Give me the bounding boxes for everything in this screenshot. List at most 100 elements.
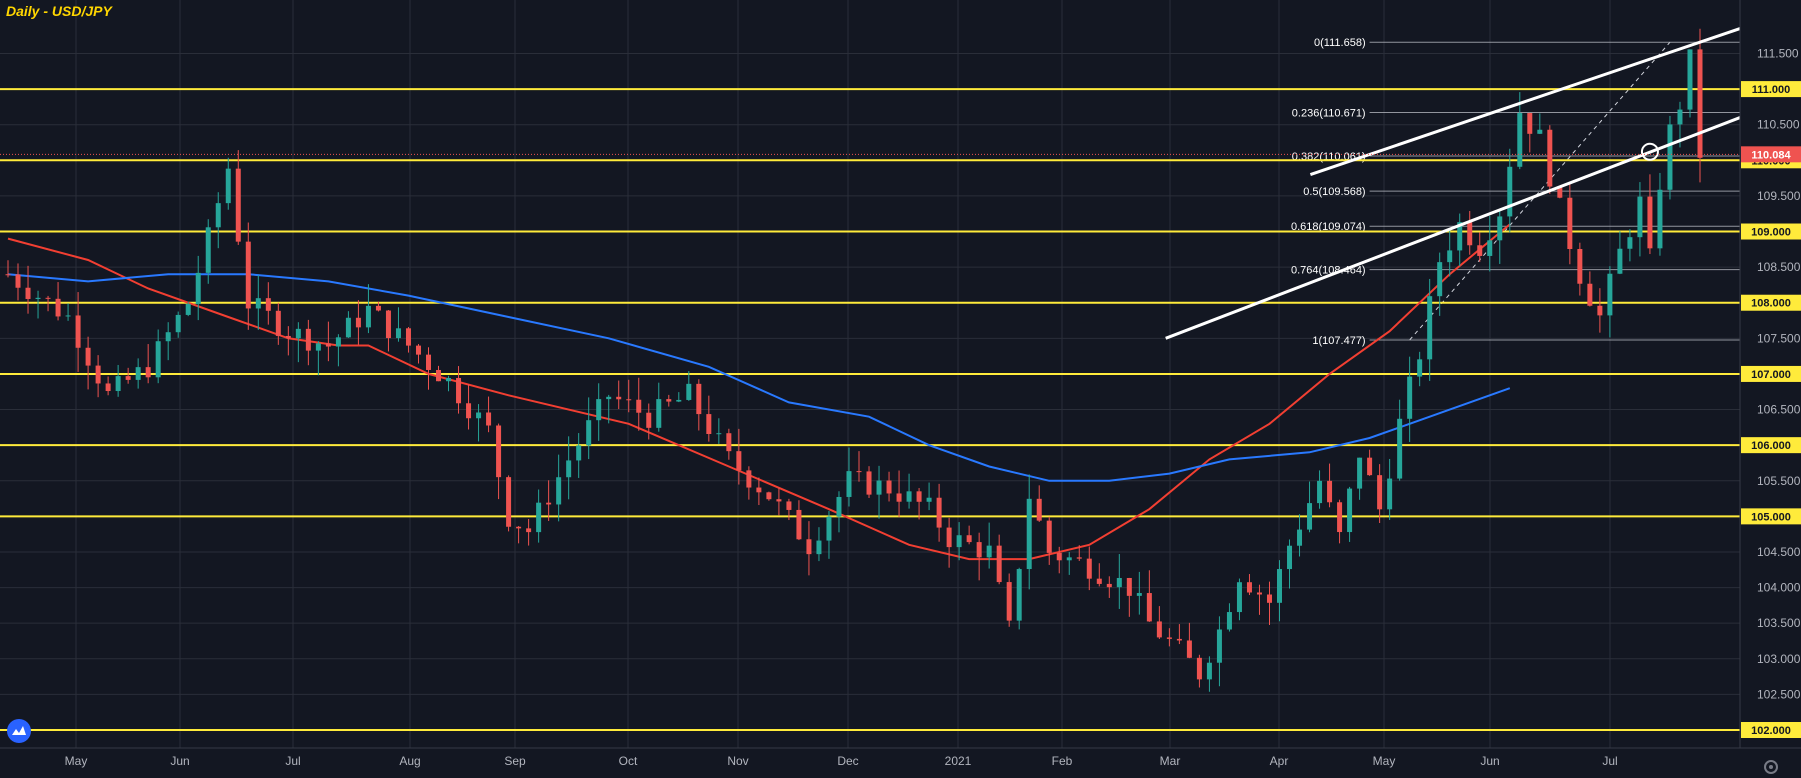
- candle-body: [205, 227, 211, 273]
- candle-body: [496, 425, 502, 478]
- candle: [1637, 182, 1643, 257]
- chart-title: Daily - USD/JPY: [6, 3, 113, 19]
- candle: [175, 311, 181, 338]
- candle-body: [1327, 480, 1333, 503]
- candle: [456, 366, 462, 414]
- candle: [486, 396, 492, 433]
- candle: [796, 500, 802, 541]
- candle-body: [1116, 577, 1122, 588]
- x-tick-label: Jul: [285, 754, 300, 768]
- candle: [686, 371, 692, 401]
- candle: [926, 482, 932, 511]
- candle: [1096, 563, 1102, 587]
- candle-body: [325, 343, 331, 347]
- x-tick-label: Oct: [619, 754, 638, 768]
- candle: [1297, 514, 1303, 557]
- candle: [235, 150, 241, 245]
- candle: [355, 300, 361, 345]
- candle: [816, 527, 822, 562]
- candle: [466, 384, 472, 430]
- candle-body: [546, 502, 552, 505]
- candle-body: [1507, 166, 1513, 217]
- y-tick-label: 107.500: [1757, 331, 1801, 345]
- candle: [115, 364, 121, 397]
- x-tick-label: Nov: [727, 754, 748, 768]
- candle: [285, 326, 291, 356]
- candle-body: [566, 460, 572, 478]
- y-tick-label: 106.500: [1757, 403, 1801, 417]
- candle-body: [235, 168, 241, 242]
- candle-body: [756, 487, 762, 493]
- x-tick-label: Jun: [1480, 754, 1499, 768]
- candle-body: [796, 509, 802, 540]
- candle-body: [85, 347, 91, 366]
- candle-body: [436, 369, 442, 382]
- candle-body: [766, 492, 772, 500]
- candle-body: [135, 367, 141, 380]
- candle: [776, 487, 782, 516]
- candle: [526, 518, 532, 546]
- candle-body: [1367, 457, 1373, 476]
- x-tick-label: Dec: [837, 754, 858, 768]
- candle-body: [456, 377, 462, 404]
- gear-icon[interactable]: [1764, 760, 1778, 774]
- channel-upper-line: [1309, 27, 1741, 176]
- candle-body: [405, 328, 411, 346]
- candle: [1607, 266, 1613, 338]
- level-badge: [1741, 294, 1801, 311]
- candle: [1246, 574, 1252, 596]
- candle: [736, 428, 742, 485]
- candle: [1126, 577, 1132, 617]
- candle-body: [606, 396, 612, 400]
- candle: [666, 394, 672, 407]
- candle: [1447, 230, 1453, 277]
- candle: [966, 525, 972, 545]
- x-tick-label: 2021: [945, 754, 972, 768]
- candle: [1106, 576, 1112, 598]
- candle-body: [836, 496, 842, 517]
- x-tick-label: May: [65, 754, 88, 768]
- y-tick-label: 110.500: [1757, 118, 1800, 132]
- level-badge-label: 106.000: [1751, 440, 1791, 452]
- candle: [1136, 571, 1142, 615]
- level-badge: [1741, 508, 1801, 525]
- level-badge-label: 109.000: [1751, 227, 1791, 239]
- candle-body: [5, 274, 11, 276]
- candle-body: [956, 535, 962, 548]
- candle: [1417, 351, 1423, 387]
- candle-body: [1477, 245, 1483, 256]
- candle: [1497, 210, 1503, 264]
- candle-body: [1156, 621, 1162, 638]
- candle: [225, 157, 231, 210]
- candle: [476, 404, 482, 442]
- candle-body: [946, 527, 952, 548]
- candle: [1457, 213, 1463, 267]
- candle-body: [966, 535, 972, 543]
- candle-body: [1607, 273, 1613, 316]
- tradingview-logo-icon[interactable]: [7, 719, 31, 743]
- candle-body: [816, 540, 822, 555]
- candle: [1277, 560, 1283, 622]
- candle: [626, 379, 632, 413]
- candle: [425, 347, 431, 390]
- candle-body: [1066, 557, 1072, 561]
- candle-body: [415, 345, 421, 355]
- candle: [1066, 551, 1072, 575]
- candle: [1367, 449, 1373, 476]
- candle-body: [1687, 49, 1693, 110]
- candle-body: [616, 396, 622, 400]
- candle-body: [996, 545, 1002, 583]
- candle: [345, 311, 351, 338]
- candle-body: [896, 493, 902, 502]
- candle: [1697, 28, 1703, 183]
- candle-body: [856, 471, 862, 473]
- candle: [556, 454, 562, 522]
- candle-body: [1647, 196, 1653, 249]
- y-tick-label: 103.000: [1757, 652, 1801, 666]
- candle-body: [1256, 592, 1262, 595]
- candle-body: [666, 399, 672, 402]
- candle: [706, 395, 712, 442]
